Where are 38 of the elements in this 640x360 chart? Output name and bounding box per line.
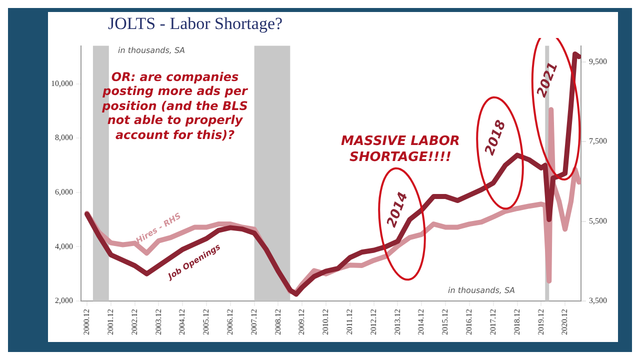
y-tick-label: 2,000 bbox=[55, 296, 73, 306]
y-tick-label: 10,000 bbox=[51, 78, 73, 88]
x-tick-label: 2008.12 bbox=[273, 309, 282, 335]
x-tick-label: 2017.12 bbox=[488, 309, 498, 335]
x-tick-label: 2019.12 bbox=[536, 309, 546, 335]
x-tick-label: 2015.12 bbox=[440, 309, 450, 335]
x-tick-label: 2003.12 bbox=[154, 309, 163, 335]
x-tick-label: 2005.12 bbox=[202, 309, 211, 335]
y2-tick-label: 3,500 bbox=[589, 296, 607, 306]
x-tick-label: 2001.12 bbox=[106, 309, 115, 335]
x-tick-label: 2000.12 bbox=[82, 309, 92, 335]
annotation: OR: are companies posting more ads per position (and the BLS not able to properly account for this)? bbox=[101, 70, 249, 142]
x-tick-label: 2007.12 bbox=[249, 309, 258, 335]
annotation: in thousands, SA bbox=[448, 286, 516, 296]
annotation: 2014 bbox=[384, 190, 412, 230]
x-tick-label: 2006.12 bbox=[225, 309, 234, 335]
y-tick-label: 6,000 bbox=[55, 188, 73, 196]
annotation: in thousands, SA bbox=[118, 46, 186, 56]
chart-title: JOLTS - Labor Shortage? bbox=[108, 14, 283, 34]
y-tick-label: 4,000 bbox=[55, 242, 73, 251]
x-tick-label: 2016.12 bbox=[464, 309, 474, 335]
annotation: 2018 bbox=[482, 118, 510, 158]
x-tick-label: 2013.12 bbox=[392, 309, 402, 335]
y2-tick-label: 9,500 bbox=[589, 56, 607, 66]
y2-tick-label: 5,500 bbox=[589, 216, 607, 226]
x-tick-label: 2012.12 bbox=[368, 309, 378, 335]
x-tick-label: 2010.12 bbox=[321, 309, 330, 335]
x-tick-label: 2009.12 bbox=[297, 309, 306, 335]
y2-tick-label: 7,500 bbox=[589, 136, 607, 146]
x-tick-label: 2011.12 bbox=[345, 309, 354, 335]
annotation: 2021 bbox=[534, 60, 562, 100]
x-tick-label: 2002.12 bbox=[130, 309, 139, 335]
x-tick-label: 2018.12 bbox=[512, 309, 522, 335]
annotation: MASSIVE LABOR SHORTAGE!!!! bbox=[340, 134, 461, 166]
x-tick-label: 2004.12 bbox=[178, 309, 187, 335]
x-tick-label: 2014.12 bbox=[416, 309, 426, 335]
x-tick-label: 2020.12 bbox=[560, 309, 570, 335]
y-tick-label: 8,000 bbox=[55, 133, 73, 142]
